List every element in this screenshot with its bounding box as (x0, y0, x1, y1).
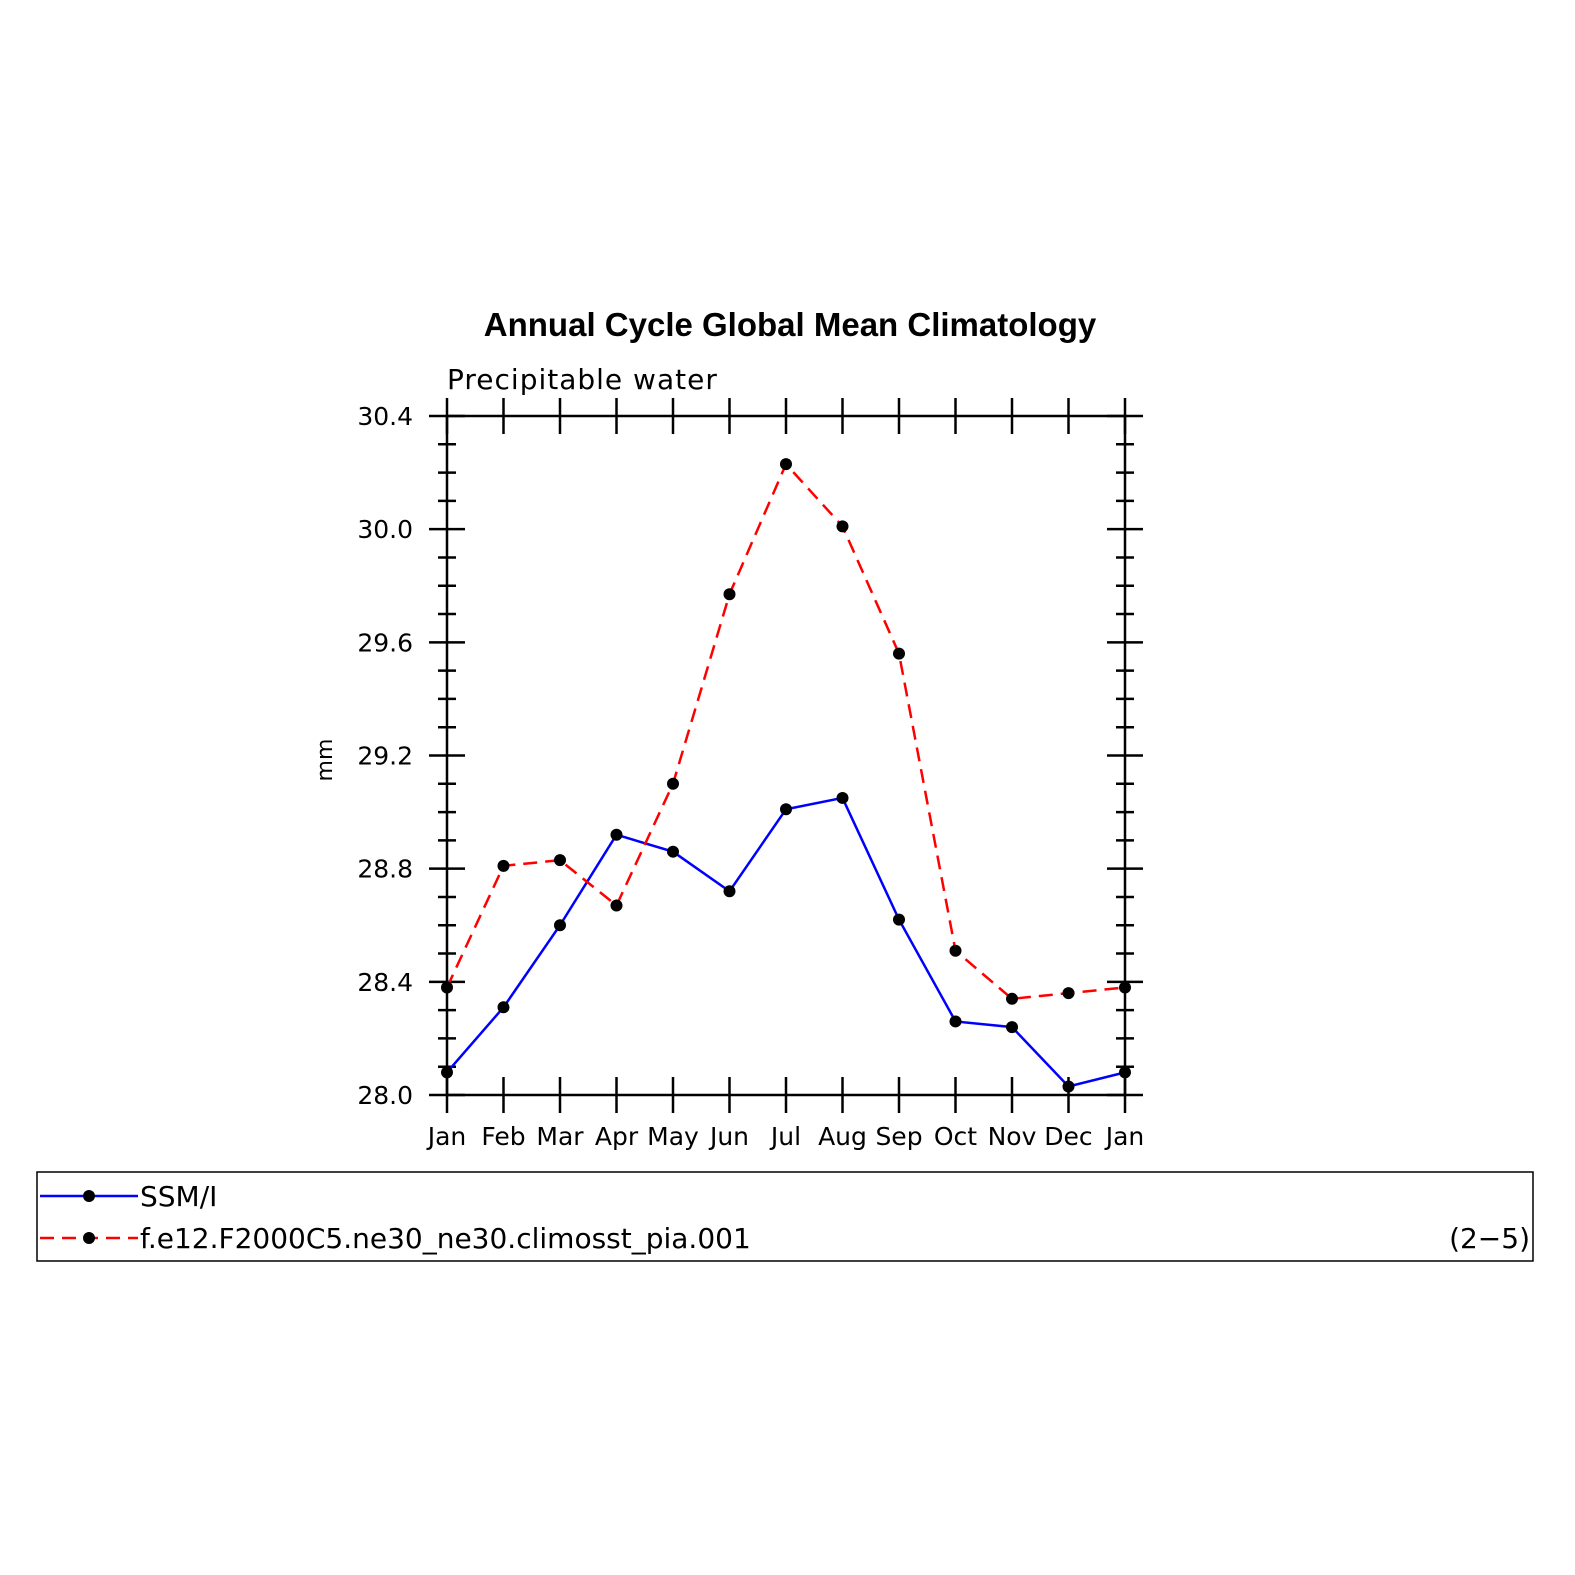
series-line (445, 461, 1126, 1001)
axis-ticks (429, 398, 1143, 1113)
x-tick-labels: Jan Feb Mar Apr May Jun Jul Aug Sep Oct Nov Dec Jan (426, 1122, 1145, 1151)
series-1 (441, 791, 1131, 1093)
data-point (780, 458, 792, 471)
x-tick-label: Jul (769, 1122, 801, 1151)
data-point (1062, 1080, 1075, 1093)
series-line (446, 796, 1126, 1088)
x-tick-label: Mar (536, 1122, 584, 1151)
chart-subtitle: Precipitable water (447, 363, 718, 396)
data-point (554, 854, 566, 867)
series-layer (441, 458, 1131, 1093)
y-axis-label: mm (313, 739, 338, 782)
legend-label: SSM/I (140, 1180, 217, 1213)
x-tick-label: Jan (1104, 1122, 1145, 1151)
y-tick-label: 29.6 (357, 628, 413, 657)
data-point (497, 859, 510, 872)
data-point (1119, 981, 1131, 994)
y-tick-label: 28.0 (357, 1081, 413, 1110)
legend-entry: f.e12.F2000C5.ne30_ne30.climosst_pia.001 (40, 1222, 751, 1255)
x-tick-label: Dec (1044, 1122, 1092, 1151)
y-tick-label: 28.8 (357, 855, 413, 884)
legend-marker (83, 1190, 95, 1202)
y-tick-label: 29.2 (357, 742, 413, 771)
legend-marker (83, 1232, 95, 1244)
data-point (723, 588, 736, 601)
data-point (610, 899, 623, 912)
y-tick-labels: 28.0 28.4 28.8 29.2 29.6 30.0 30.4 (357, 402, 413, 1110)
data-point (949, 1015, 962, 1028)
data-point (441, 981, 453, 994)
data-point (723, 885, 736, 898)
chart-title: Annual Cycle Global Mean Climatology (484, 306, 1097, 343)
data-point (554, 919, 566, 932)
data-point (780, 803, 792, 816)
y-tick-label: 30.0 (357, 515, 413, 544)
plot-frame (445, 414, 1127, 1097)
x-tick-label: Feb (481, 1122, 525, 1151)
x-tick-label: May (647, 1122, 699, 1151)
data-point (893, 913, 905, 926)
data-point (836, 520, 849, 533)
x-tick-label: Apr (595, 1122, 639, 1151)
x-tick-label: Jun (708, 1122, 749, 1151)
x-tick-label: Aug (818, 1122, 867, 1151)
panel-label: (2−5) (1449, 1222, 1530, 1255)
x-tick-label: Jan (426, 1122, 467, 1151)
data-point (1119, 1066, 1131, 1079)
legend-box (36, 1171, 1534, 1262)
data-point (949, 944, 962, 957)
data-point (1006, 992, 1018, 1005)
data-point (610, 828, 623, 841)
data-point (667, 777, 679, 790)
data-point (497, 1001, 510, 1014)
x-tick-label: Oct (934, 1122, 977, 1151)
legend-entry: SSM/I (40, 1180, 217, 1213)
y-tick-label: 30.4 (357, 402, 413, 431)
x-tick-label: Sep (875, 1122, 922, 1151)
data-point (441, 1066, 453, 1079)
legend-entries: SSM/I f.e12.F2000C5.ne30_ne30.climosst_pi… (40, 1180, 751, 1255)
legend: SSM/I f.e12.F2000C5.ne30_ne30.climosst_pi… (36, 1171, 1534, 1262)
data-point (1062, 987, 1075, 1000)
series-2 (441, 458, 1131, 1005)
data-point (836, 791, 849, 804)
x-tick-label: Nov (988, 1122, 1037, 1151)
y-tick-label: 28.4 (357, 968, 413, 997)
data-point (893, 647, 905, 660)
legend-label: f.e12.F2000C5.ne30_ne30.climosst_pia.001 (140, 1222, 751, 1255)
data-point (1006, 1021, 1018, 1034)
data-point (667, 845, 679, 858)
